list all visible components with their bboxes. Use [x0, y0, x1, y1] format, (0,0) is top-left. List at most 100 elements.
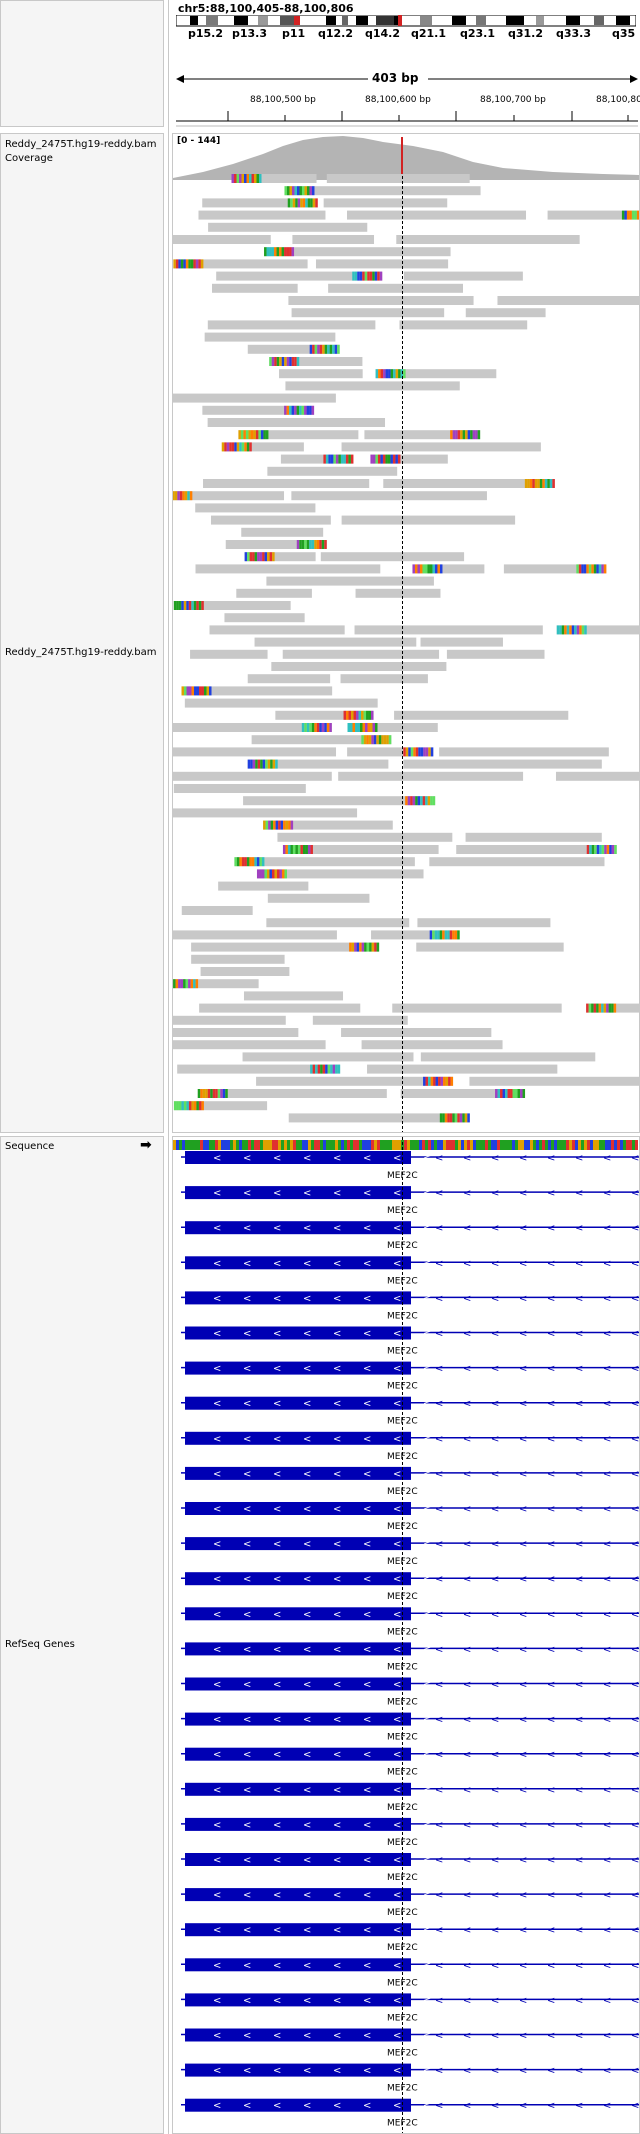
- sequence-track-label[interactable]: Sequence: [5, 1141, 55, 1152]
- base: [461, 1140, 464, 1150]
- strand-arrow-icon: <: [519, 1258, 527, 1269]
- mismatch-base: [305, 198, 308, 208]
- mismatch-base: [608, 1003, 612, 1013]
- strand-arrow-icon: <: [393, 1680, 401, 1691]
- ruler[interactable]: [176, 105, 638, 127]
- strand-arrow-icon: <: [435, 1434, 443, 1445]
- mismatch-base: [325, 1064, 328, 1074]
- base: [620, 1140, 623, 1150]
- mismatch-base: [467, 430, 471, 440]
- mismatch-base: [578, 564, 582, 574]
- sequence-strand-arrow-icon[interactable]: ➡: [140, 1137, 152, 1153]
- aligned-read: [244, 552, 316, 562]
- mismatch-base: [574, 625, 577, 635]
- mismatch-base: [246, 174, 250, 183]
- alignment-reads[interactable]: [173, 174, 639, 1133]
- strand-arrow-icon: <: [213, 2066, 221, 2077]
- base: [623, 1140, 626, 1150]
- base: [353, 1140, 356, 1150]
- strand-arrow-icon: <: [491, 1609, 499, 1620]
- feature-panel[interactable]: < < < < < < < < < < < < < < < < MEF2C < < < < < < < < < < < < < < < < MEF…: [172, 1136, 640, 2134]
- mismatch-base: [254, 174, 257, 183]
- aligned-read: [497, 296, 639, 305]
- mismatch-base: [552, 479, 555, 488]
- strand-arrow-icon: <: [363, 1750, 371, 1761]
- alignment-panel[interactable]: [0 - 144]: [172, 133, 640, 1133]
- mismatch-base: [241, 857, 245, 867]
- strand-arrow-icon: <: [547, 1890, 555, 1901]
- mismatch-base: [379, 271, 383, 281]
- mismatch-base: [188, 601, 192, 610]
- alignment-track-label[interactable]: Reddy_2475T.hg19-reddy.bam: [5, 647, 157, 658]
- mismatch-base: [246, 857, 250, 867]
- sequence-track[interactable]: [173, 1140, 639, 1150]
- mismatch-base: [320, 1064, 323, 1074]
- mismatch-base: [202, 1089, 206, 1098]
- refseq-genes-track[interactable]: < < < < < < < < < < < < < < < <MEF2C< < < < < < < < < < < < < < < <MEF…: [173, 1151, 639, 2134]
- mismatch-base: [363, 735, 367, 745]
- strand-arrow-icon: <: [491, 1223, 499, 1234]
- mismatch-base: [249, 442, 252, 452]
- mismatch-base: [422, 564, 425, 574]
- strand-arrow-icon: <: [333, 2101, 341, 2112]
- strand-arrow-icon: <: [575, 1293, 583, 1304]
- mismatch-base: [507, 1089, 511, 1098]
- strand-arrow-icon: <: [273, 1153, 281, 1164]
- strand-arrow-icon: <: [435, 1855, 443, 1866]
- base: [464, 1140, 467, 1150]
- refseq-genes-track-label[interactable]: RefSeq Genes: [5, 1639, 75, 1650]
- strand-arrow-icon: <: [303, 1434, 311, 1445]
- base: [521, 1140, 524, 1150]
- mismatch-base: [432, 930, 435, 940]
- base: [335, 1140, 338, 1150]
- mismatch-base: [439, 1113, 443, 1123]
- aligned-read: [203, 479, 370, 488]
- mismatch-base: [412, 564, 415, 574]
- strand-arrow-icon: <: [273, 1293, 281, 1304]
- aligned-read: [547, 210, 639, 220]
- strand-arrow-icon: <: [303, 1153, 311, 1164]
- base: [629, 1140, 632, 1150]
- feature-label-panel: Sequence RefSeq Genes: [0, 1136, 164, 2134]
- base: [275, 1140, 278, 1150]
- strand-arrow-icon: <: [303, 1820, 311, 1831]
- aligned-read: [173, 1015, 286, 1025]
- mismatch-base: [260, 430, 264, 440]
- mismatch-base: [371, 710, 374, 720]
- strand-arrow-icon: <: [463, 1574, 471, 1585]
- strand-arrow-icon: <: [213, 1293, 221, 1304]
- aligned-read: [247, 759, 389, 769]
- base: [377, 1140, 380, 1150]
- aligned-read: [284, 186, 481, 196]
- mismatch-base: [314, 723, 317, 732]
- coverage-track-label[interactable]: Reddy_2475T.hg19-reddy.bam Coverage: [5, 139, 157, 164]
- mismatch-base: [593, 1003, 597, 1013]
- exon-block: [185, 1431, 411, 1445]
- mismatch-base: [462, 430, 466, 440]
- aligned-read: [251, 735, 392, 745]
- mismatch-base: [359, 271, 363, 281]
- mismatch-base: [247, 759, 251, 769]
- coverage-track[interactable]: [173, 134, 639, 180]
- strand-arrow-icon: <: [547, 1258, 555, 1269]
- strand-arrow-icon: <: [213, 1188, 221, 1199]
- band-label: q33.3: [556, 27, 592, 40]
- strand-arrow-icon: <: [631, 1364, 639, 1375]
- exon-block: [185, 1256, 411, 1270]
- strand-arrow-icon: <: [213, 1995, 221, 2006]
- base: [260, 1140, 263, 1150]
- mismatch-base: [443, 1076, 446, 1086]
- strand-arrow-icon: <: [333, 1504, 341, 1515]
- strand-arrow-icon: <: [435, 1504, 443, 1515]
- mismatch-base: [559, 625, 562, 635]
- strand-arrow-icon: <: [603, 1960, 611, 1971]
- strand-arrow-icon: <: [213, 2101, 221, 2112]
- strand-arrow-icon: <: [423, 1609, 431, 1620]
- base: [350, 1140, 353, 1150]
- exon-block: [185, 1607, 411, 1621]
- aligned-read: [173, 601, 291, 610]
- strand-arrow-icon: <: [519, 1539, 527, 1550]
- chromosome-ideogram[interactable]: [176, 15, 636, 27]
- strand-arrow-icon: <: [463, 1609, 471, 1620]
- aligned-read: [218, 881, 309, 891]
